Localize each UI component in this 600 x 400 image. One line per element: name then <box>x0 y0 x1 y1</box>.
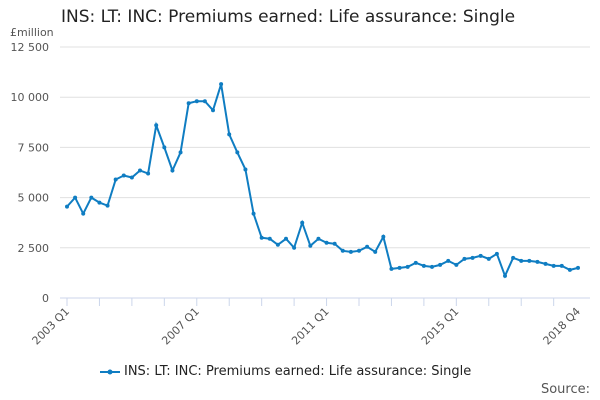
y-tick-label: 2 500 <box>18 242 50 255</box>
x-tick-label: 2011 Q1 <box>289 305 332 348</box>
data-point <box>178 150 183 155</box>
legend: INS: LT: INC: Premiums earned: Life assu… <box>100 364 471 379</box>
data-point <box>129 175 134 180</box>
data-point <box>316 236 321 241</box>
x-tick-label: 2018 Q4 <box>541 305 584 348</box>
data-point <box>105 203 110 208</box>
data-point <box>332 241 337 246</box>
data-point <box>373 249 378 254</box>
x-tick-label: 2003 Q1 <box>30 305 73 348</box>
data-point <box>357 248 361 253</box>
data-point <box>227 132 232 137</box>
data-point <box>567 267 572 272</box>
y-tick-label: 7 500 <box>18 141 50 154</box>
data-point <box>511 255 516 260</box>
x-tick-label: 2015 Q1 <box>419 305 462 348</box>
data-point <box>121 173 126 178</box>
data-point <box>438 262 443 267</box>
data-point <box>324 240 329 245</box>
data-point <box>348 249 353 254</box>
data-point <box>308 243 313 248</box>
y-tick-label: 10 000 <box>11 91 50 104</box>
series-line <box>66 83 579 279</box>
y-axis-label: £million <box>10 26 54 39</box>
data-point <box>486 256 491 261</box>
y-tick-label: 0 <box>42 292 49 305</box>
data-point <box>259 235 264 240</box>
data-point <box>494 251 499 256</box>
data-point <box>146 171 151 176</box>
data-point <box>170 168 175 173</box>
data-point <box>292 245 297 250</box>
data-point <box>267 236 272 241</box>
y-tick-label: 12 500 <box>11 41 50 54</box>
data-point <box>413 260 418 265</box>
data-point <box>65 204 69 209</box>
data-point <box>470 255 475 260</box>
data-point <box>446 258 451 263</box>
data-point <box>162 145 167 150</box>
data-point <box>186 101 191 106</box>
data-point <box>365 244 370 249</box>
data-point <box>202 99 207 104</box>
data-point <box>89 195 94 200</box>
data-point <box>527 258 532 263</box>
chart-title: INS: LT: INC: Premiums earned: Life assu… <box>61 7 516 27</box>
data-point <box>251 211 256 216</box>
data-point <box>113 177 118 182</box>
data-point <box>154 123 159 128</box>
data-point <box>543 261 548 266</box>
data-point <box>389 266 394 271</box>
y-tick-label: 5 000 <box>18 192 50 205</box>
data-point <box>381 234 386 239</box>
data-point <box>397 265 402 270</box>
data-point <box>235 150 240 155</box>
data-point <box>405 264 410 269</box>
data-point <box>559 263 564 268</box>
data-point <box>284 236 288 241</box>
data-point <box>219 82 224 87</box>
data-point <box>211 108 215 113</box>
data-point <box>462 256 467 261</box>
data-point <box>551 263 556 268</box>
data-point <box>535 259 540 264</box>
data-point <box>243 167 248 172</box>
data-point <box>97 200 102 205</box>
data-point <box>194 99 199 104</box>
data-point <box>478 253 483 258</box>
data-point <box>275 242 280 247</box>
data-point <box>300 220 305 225</box>
data-point <box>81 211 86 216</box>
data-point <box>576 265 580 270</box>
data-point <box>454 262 459 267</box>
data-point <box>519 258 524 263</box>
legend-label: INS: LT: INC: Premiums earned: Life assu… <box>124 364 472 379</box>
x-tick-label: 2007 Q1 <box>159 305 202 348</box>
source-label: Source: <box>540 382 590 397</box>
data-point <box>138 168 142 173</box>
data-point <box>503 273 507 278</box>
data-point <box>340 248 345 253</box>
data-point <box>73 195 78 200</box>
data-point <box>421 263 426 268</box>
legend-marker-icon <box>100 369 120 374</box>
data-point <box>430 264 434 269</box>
